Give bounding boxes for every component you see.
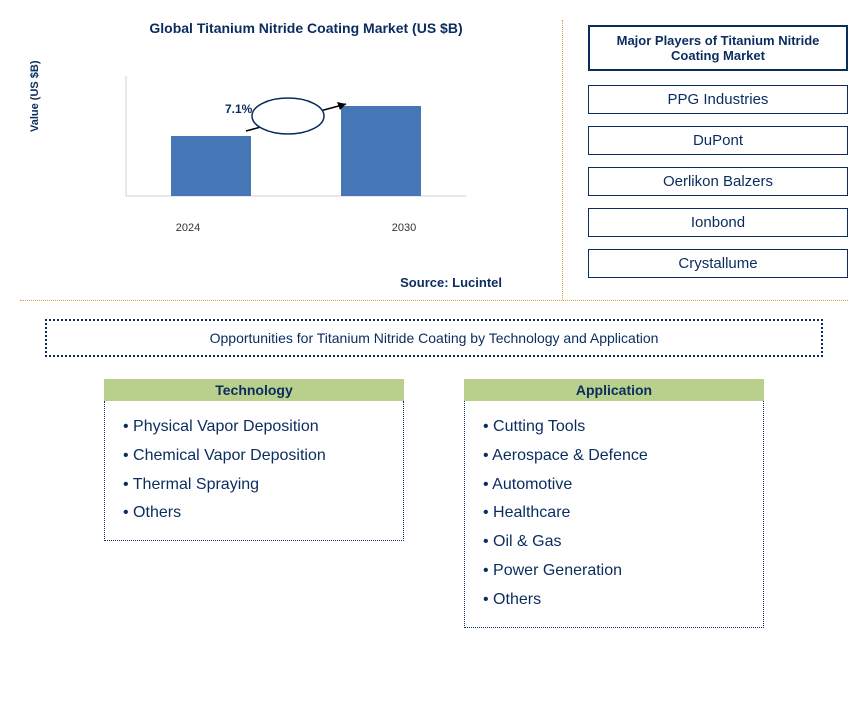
- tech-item: Physical Vapor Deposition: [119, 413, 399, 442]
- app-item: Power Generation: [479, 557, 759, 586]
- growth-ellipse: [252, 98, 324, 134]
- x-label-1: 2030: [296, 222, 512, 234]
- chart-title: Global Titanium Nitride Coating Market (…: [60, 20, 552, 36]
- y-axis-label: Value (US $B): [29, 60, 41, 132]
- player-item: Ionbond: [588, 208, 848, 237]
- player-item: PPG Industries: [588, 85, 848, 114]
- bar-2024: [171, 136, 251, 196]
- app-item: Others: [479, 586, 759, 615]
- bar-chart-svg: [80, 76, 512, 216]
- major-players-area: Major Players of Titanium Nitride Coatin…: [563, 20, 848, 300]
- app-item: Automotive: [479, 471, 759, 500]
- technology-body: Physical Vapor Deposition Chemical Vapor…: [104, 401, 404, 541]
- top-section: Global Titanium Nitride Coating Market (…: [20, 20, 848, 300]
- application-header: Application: [464, 379, 764, 401]
- application-body: Cutting Tools Aerospace & Defence Automo…: [464, 401, 764, 628]
- growth-rate-label: 7.1%: [225, 102, 252, 116]
- technology-header: Technology: [104, 379, 404, 401]
- x-label-0: 2024: [80, 222, 296, 234]
- tech-item: Thermal Spraying: [119, 471, 399, 500]
- app-item: Aerospace & Defence: [479, 442, 759, 471]
- app-item: Cutting Tools: [479, 413, 759, 442]
- bar-2030: [341, 106, 421, 196]
- chart-wrap: Value (US $B) 7.1%: [80, 76, 512, 216]
- player-item: Oerlikon Balzers: [588, 167, 848, 196]
- chart-area: Global Titanium Nitride Coating Market (…: [20, 20, 563, 300]
- app-item: Healthcare: [479, 499, 759, 528]
- source-label: Source: Lucintel: [400, 275, 502, 290]
- app-item: Oil & Gas: [479, 528, 759, 557]
- player-item: Crystallume: [588, 249, 848, 278]
- application-column: Application Cutting Tools Aerospace & De…: [464, 379, 764, 628]
- opportunities-title: Opportunities for Titanium Nitride Coati…: [45, 319, 823, 357]
- tech-item: Others: [119, 499, 399, 528]
- horizontal-divider: [20, 300, 848, 301]
- player-item: DuPont: [588, 126, 848, 155]
- players-title: Major Players of Titanium Nitride Coatin…: [588, 25, 848, 71]
- infographic-container: Global Titanium Nitride Coating Market (…: [0, 0, 868, 703]
- opportunity-columns: Technology Physical Vapor Deposition Che…: [20, 379, 848, 628]
- x-axis-labels: 2024 2030: [80, 222, 512, 234]
- tech-item: Chemical Vapor Deposition: [119, 442, 399, 471]
- technology-column: Technology Physical Vapor Deposition Che…: [104, 379, 404, 628]
